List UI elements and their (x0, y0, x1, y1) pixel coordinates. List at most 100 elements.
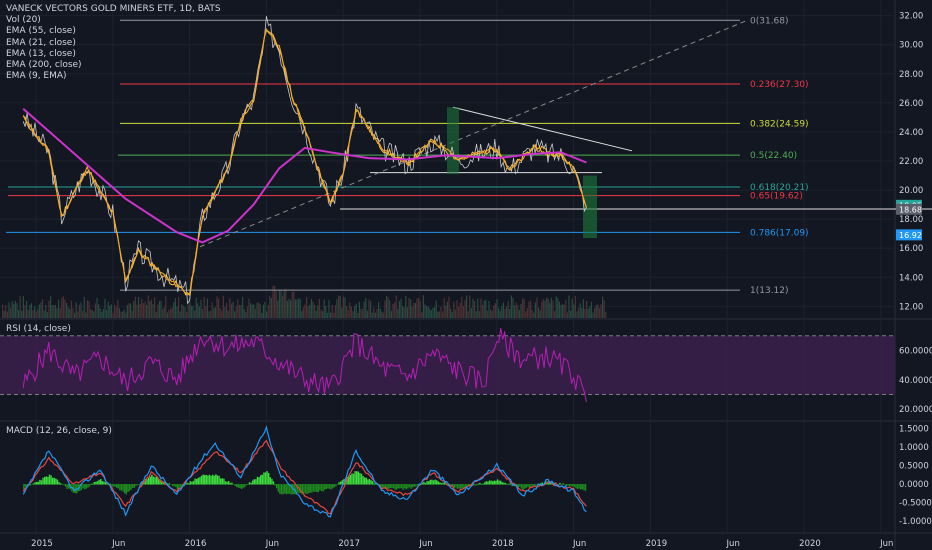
macd-histogram-bar (357, 471, 359, 485)
macd-histogram-bar (328, 484, 331, 489)
macd-histogram-bar (109, 483, 111, 485)
volume-bar (352, 311, 354, 318)
volume-bar (154, 297, 156, 318)
macd-histogram-bar (522, 484, 524, 490)
macd-histogram-bar (480, 483, 483, 485)
volume-bar (413, 302, 415, 318)
volume-bar (21, 310, 23, 318)
volume-bar (557, 298, 559, 318)
macd-histogram-bar (268, 472, 270, 485)
macd-histogram-bar (194, 478, 196, 485)
volume-bar (27, 309, 29, 318)
macd-histogram-bar (252, 480, 254, 485)
macd-histogram-bar (508, 483, 510, 485)
macd-histogram-bar (87, 484, 89, 488)
macd-histogram-bar (148, 477, 150, 485)
volume-bar (19, 296, 21, 318)
x-tick-label: Jun (879, 539, 893, 549)
volume-bar (584, 308, 586, 318)
macd-histogram-bar (282, 484, 284, 495)
volume-bar (485, 299, 487, 318)
macd-histogram-bar (469, 484, 471, 486)
macd-histogram-bar (290, 484, 292, 495)
macd-histogram-bar (456, 484, 459, 489)
macd-histogram-bar (466, 484, 468, 487)
volume-bar (74, 312, 76, 318)
macd-histogram-bar (274, 484, 276, 486)
volume-bar (550, 297, 552, 318)
volume-bar (62, 296, 64, 318)
macd-histogram-bar (149, 476, 151, 485)
volume-bar (88, 301, 90, 318)
volume-bar (61, 297, 63, 318)
highlight-zone (447, 107, 459, 175)
macd-histogram-bar (138, 484, 140, 485)
volume-bar (416, 298, 418, 318)
volume-bar (389, 300, 391, 318)
fib-level-label: 0.5(22.40) (750, 151, 797, 161)
volume-bar (168, 309, 170, 318)
volume-bar (174, 298, 176, 318)
macd-histogram-bar (402, 484, 404, 491)
macd-histogram-bar (256, 476, 259, 485)
volume-bar (445, 305, 447, 318)
volume-bar (354, 306, 356, 318)
volume-bar (216, 296, 218, 318)
volume-bar (350, 306, 352, 318)
price-y-tick: 22.00 (899, 157, 923, 167)
indicator-ema21: EMA (21, close) (6, 37, 76, 48)
volume-bar (474, 301, 476, 318)
volume-bar (342, 296, 344, 318)
price-y-tick: 20.00 (899, 186, 923, 196)
macd-histogram-bar (372, 481, 374, 485)
volume-bar (336, 299, 338, 318)
macd-histogram-bar (519, 484, 521, 487)
volume-bar (243, 308, 245, 318)
volume-bar (64, 299, 66, 318)
indicator-ema9: EMA (9, EMA) (6, 71, 67, 82)
volume-bar (262, 304, 264, 318)
macd-histogram-bar (127, 484, 129, 493)
volume-bar (317, 305, 319, 318)
macd-histogram-bar (316, 484, 318, 492)
macd-histogram-bar (573, 484, 575, 487)
volume-bar (24, 305, 26, 318)
chart-legend: VANECK VECTORS GOLD MINERS ETF, 1D, BATS… (6, 4, 221, 82)
price-tag-label: 16.92 (899, 231, 922, 240)
volume-bar (54, 304, 56, 318)
macd-histogram-bar (29, 484, 31, 486)
macd-histogram-bar (132, 484, 134, 488)
volume-bar (461, 296, 463, 318)
volume-bar (310, 298, 312, 318)
macd-y-tick: -1.0000 (899, 517, 932, 527)
volume-bar (186, 311, 188, 318)
macd-histogram-bar (530, 484, 532, 487)
volume-bar (232, 302, 234, 318)
macd-histogram-bar (407, 484, 409, 489)
macd-histogram-bar (330, 484, 332, 490)
volume-bar (349, 302, 351, 318)
volume-bar (325, 305, 327, 318)
volume-bar (211, 302, 213, 318)
volume-bar (256, 302, 258, 318)
rsi-y-tick: 40.0000 (899, 376, 932, 386)
volume-bar (328, 299, 330, 318)
volume-bar (587, 308, 589, 318)
price-y-tick: 16.00 (899, 244, 923, 254)
macd-histogram-bar (312, 484, 315, 492)
macd-histogram-bar (288, 484, 291, 494)
volume-bar (462, 305, 464, 318)
volume-bar (238, 304, 240, 318)
signal-series (22, 439, 587, 515)
macd-histogram-bar (525, 484, 527, 488)
volume-bar (259, 304, 261, 318)
macd-histogram-bar (567, 484, 569, 486)
macd-histogram-bar (348, 476, 350, 485)
volume-bar (224, 306, 226, 318)
macd-histogram-bar (389, 484, 391, 489)
macd-histogram-bar (272, 481, 275, 485)
macd-histogram-bar (180, 484, 182, 488)
volume-bar (253, 304, 255, 318)
volume-bar (414, 302, 416, 318)
macd-histogram-bar (64, 484, 67, 487)
